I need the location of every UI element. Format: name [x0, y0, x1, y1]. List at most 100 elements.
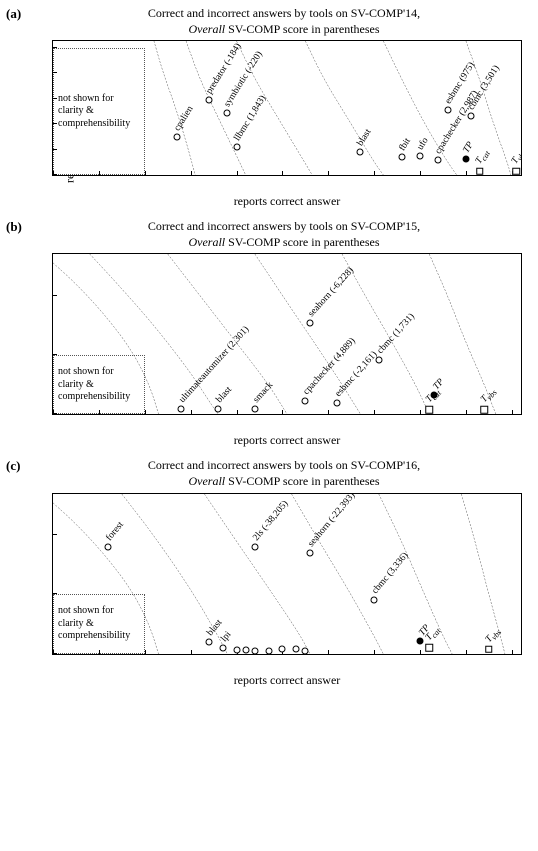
- tool-marker: [224, 109, 231, 116]
- tool-label: TP: [461, 140, 475, 155]
- x-tick-mark: [420, 410, 421, 414]
- tool-marker: [306, 319, 313, 326]
- tool-marker: [306, 549, 313, 556]
- y-tick-mark: [53, 295, 57, 296]
- tool-marker: [375, 357, 382, 364]
- tool-label: seahorn (-6,228): [307, 265, 356, 318]
- tool-marker: [425, 644, 433, 652]
- title-line1: Correct and incorrect answers by tools o…: [36, 458, 532, 474]
- tool-marker: [293, 646, 300, 653]
- plot-wrap: reports incorrect answernot shown for cl…: [52, 253, 522, 448]
- x-tick-mark: [374, 171, 375, 175]
- chart-title: Correct and incorrect answers by tools o…: [36, 458, 532, 489]
- tool-marker: [242, 647, 249, 654]
- x-tick-mark: [237, 171, 238, 175]
- chart-title: Correct and incorrect answers by tools o…: [36, 6, 532, 37]
- tool-marker: [425, 406, 433, 414]
- y-tick-mark: [53, 72, 57, 73]
- title-line2: Overall SV-COMP score in parentheses: [36, 474, 532, 490]
- tool-label: fbit: [397, 137, 412, 153]
- tool-marker: [398, 154, 405, 161]
- tool-label: Tvbs: [484, 626, 503, 646]
- tool-marker: [467, 113, 474, 120]
- tool-marker: [279, 645, 286, 652]
- tool-label: blast: [215, 385, 234, 405]
- panel-tag: (c): [6, 458, 20, 474]
- tool-marker: [417, 153, 424, 160]
- figure-root: (a) Correct and incorrect answers by tool…: [6, 6, 532, 688]
- tool-marker: [173, 133, 180, 140]
- y-tick-mark: [53, 149, 57, 150]
- x-tick-mark: [237, 410, 238, 414]
- x-axis-label: reports correct answer: [52, 673, 522, 688]
- x-axis-label: reports correct answer: [52, 433, 522, 448]
- tool-marker: [435, 156, 442, 163]
- tool-label: cbmc (3,336): [371, 551, 411, 596]
- x-tick-mark: [99, 171, 100, 175]
- x-tick-mark: [374, 650, 375, 654]
- panel-a: (a) Correct and incorrect answers by tool…: [6, 6, 532, 209]
- tool-label: seahorn (-22,393): [306, 493, 357, 549]
- tool-marker: [233, 144, 240, 151]
- x-axis-label: reports correct answer: [52, 194, 522, 209]
- clarity-note: not shown for clarity & comprehensibilit…: [53, 48, 145, 176]
- x-tick-mark: [374, 410, 375, 414]
- y-tick-mark: [53, 98, 57, 99]
- panel-tag: (a): [6, 6, 21, 22]
- tool-marker: [357, 149, 364, 156]
- plot-area: not shown for clarity & comprehensibilit…: [52, 40, 522, 176]
- x-tick-mark: [466, 650, 467, 654]
- x-tick-mark: [466, 410, 467, 414]
- tool-marker: [444, 107, 451, 114]
- tool-marker: [251, 406, 258, 413]
- tool-label: llbmc (1,843): [232, 94, 268, 143]
- tool-marker: [251, 647, 258, 654]
- x-tick-mark: [328, 410, 329, 414]
- tool-marker: [178, 406, 185, 413]
- x-tick-mark: [145, 650, 146, 654]
- title-line1: Correct and incorrect answers by tools o…: [36, 219, 532, 235]
- y-tick-mark: [53, 413, 57, 414]
- x-tick-mark: [145, 410, 146, 414]
- panel-b: (b) Correct and incorrect answers by tool…: [6, 219, 532, 448]
- tool-marker: [371, 597, 378, 604]
- plot-wrap: reports incorrect answernot shown for cl…: [52, 493, 522, 688]
- y-tick-mark: [53, 593, 57, 594]
- tool-marker: [485, 646, 493, 654]
- tool-marker: [417, 637, 424, 644]
- y-tick-mark: [53, 123, 57, 124]
- y-tick-mark: [53, 47, 57, 48]
- tool-label: ultimateautomizer (2,301): [178, 325, 252, 405]
- tool-marker: [205, 96, 212, 103]
- tool-label: Tcat: [474, 148, 492, 167]
- tool-marker: [233, 647, 240, 654]
- tool-marker: [513, 168, 521, 176]
- tool-label: ufo: [416, 136, 431, 152]
- tool-marker: [105, 543, 112, 550]
- x-tick-mark: [191, 410, 192, 414]
- panel-tag: (b): [6, 219, 22, 235]
- tool-marker: [476, 168, 484, 176]
- plot-wrap: reports incorrect answernot shown for cl…: [52, 40, 522, 209]
- tool-marker: [334, 399, 341, 406]
- tool-label: cpalien: [172, 104, 195, 133]
- tool-label: Tvbs: [510, 148, 522, 168]
- title-line2: Overall SV-COMP score in parentheses: [36, 22, 532, 38]
- x-tick-mark: [282, 171, 283, 175]
- tool-marker: [265, 647, 272, 654]
- y-tick-mark: [53, 534, 57, 535]
- tool-marker: [302, 398, 309, 405]
- tool-label: Tvbs: [479, 386, 499, 406]
- tool-marker: [481, 406, 489, 414]
- x-tick-mark: [328, 171, 329, 175]
- tool-label: smack: [251, 380, 275, 405]
- x-tick-mark: [191, 650, 192, 654]
- tool-marker: [215, 406, 222, 413]
- x-tick-mark: [282, 410, 283, 414]
- y-tick-mark: [53, 653, 57, 654]
- tool-marker: [302, 647, 309, 654]
- x-tick-mark: [466, 171, 467, 175]
- tool-label: cbmc (1,731): [375, 312, 416, 356]
- tool-label: blast: [356, 128, 374, 149]
- x-tick-mark: [99, 650, 100, 654]
